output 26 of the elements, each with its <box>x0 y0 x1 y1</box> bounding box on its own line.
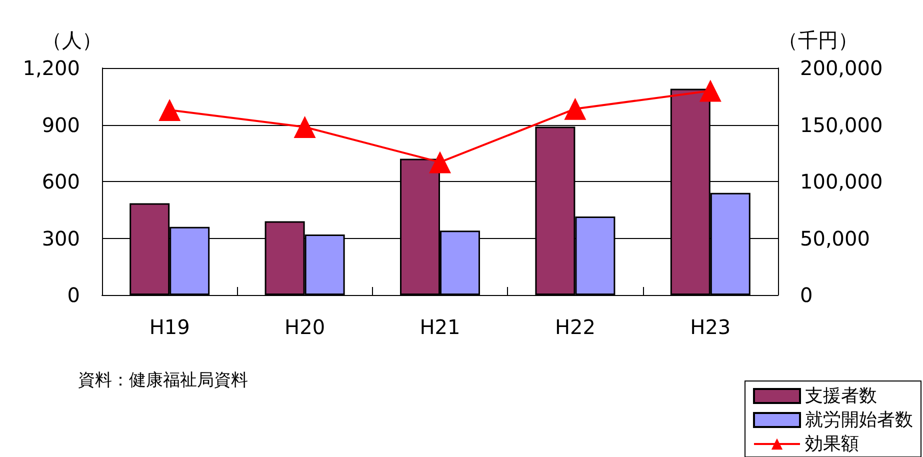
y2-tick-label: 150,000 <box>800 112 883 137</box>
y-axis-title: （人） <box>42 28 102 52</box>
y-tick-label: 900 <box>42 112 80 137</box>
y2-tick-label: 100,000 <box>800 170 883 194</box>
y-tick-label: 0 <box>67 283 80 307</box>
y-tick-label: 300 <box>42 226 80 250</box>
y2-tick-label: 200,000 <box>800 56 883 80</box>
x-tick-label: H23 <box>690 315 731 339</box>
x-tick-label: H20 <box>284 315 326 339</box>
point <box>158 98 181 121</box>
y-tick-label: 1,200 <box>22 56 80 80</box>
y2-tick-label: 50,000 <box>800 226 870 250</box>
point <box>699 80 722 102</box>
y2-tick-label: 0 <box>800 283 813 307</box>
point <box>564 98 586 120</box>
legend-label: 効果額 <box>805 434 859 454</box>
y2-axis-title: （千円） <box>778 28 858 52</box>
point <box>294 116 316 138</box>
x-tick-label: H22 <box>554 315 596 339</box>
text: 資料：健康福祉局資料 <box>78 370 248 390</box>
x-tick-label: H21 <box>420 315 460 339</box>
y-tick-label: 600 <box>42 170 80 194</box>
x-tick-label: H19 <box>149 315 190 339</box>
legend-label: 就労開始者数 <box>805 410 913 430</box>
legend-label: 支援者数 <box>805 386 877 406</box>
point <box>429 151 451 174</box>
